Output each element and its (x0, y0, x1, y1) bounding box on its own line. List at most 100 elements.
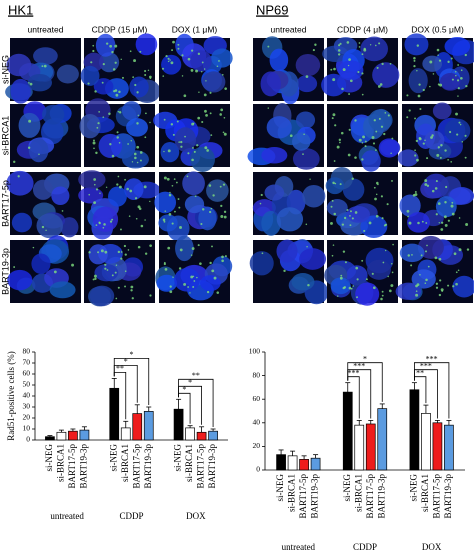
focus (167, 149, 171, 153)
focus (138, 207, 142, 211)
focus (94, 90, 97, 93)
bar (342, 391, 353, 471)
focus (415, 290, 418, 293)
focus (376, 66, 379, 69)
focus (92, 44, 95, 47)
focus (439, 279, 442, 282)
focus (104, 250, 108, 254)
focus (163, 176, 167, 180)
significance-label: * (130, 350, 134, 359)
nucleus (361, 150, 381, 172)
focus (93, 183, 96, 186)
nucleus (32, 179, 54, 200)
focus (144, 252, 148, 255)
focus (358, 138, 362, 142)
panel-title: HK1 (8, 2, 33, 17)
focus (332, 78, 336, 82)
focus (117, 175, 120, 178)
focus (430, 136, 433, 139)
focus (216, 291, 220, 294)
focus (131, 297, 134, 300)
focus (13, 160, 16, 164)
bar (185, 427, 195, 441)
focus (464, 53, 467, 57)
focus (460, 69, 463, 72)
nucleus (249, 251, 274, 276)
row-label: BART19-3p (0, 248, 10, 295)
focus (41, 65, 44, 68)
nucleus (89, 285, 115, 307)
focus (391, 179, 393, 182)
focus (381, 217, 384, 220)
focus (368, 221, 372, 225)
nucleus (174, 267, 200, 292)
focus (421, 220, 424, 223)
error-bar (423, 404, 429, 414)
focus (13, 266, 16, 269)
focus (219, 113, 222, 116)
micrograph (399, 172, 474, 235)
focus (392, 243, 394, 246)
focus (364, 145, 367, 148)
focus (149, 294, 152, 297)
focus (447, 60, 450, 63)
significance-label: *** (426, 355, 438, 364)
nucleus (98, 133, 123, 158)
micrograph (155, 235, 233, 303)
error-bar (278, 449, 284, 455)
focus (408, 221, 412, 225)
focus (210, 207, 213, 210)
focus (424, 282, 427, 284)
focus (197, 52, 201, 56)
focus (178, 141, 180, 143)
focus (115, 93, 119, 97)
focus (379, 83, 383, 86)
bar (444, 424, 454, 471)
focus (28, 119, 32, 123)
nucleus (269, 48, 289, 72)
focus (342, 250, 346, 253)
focus (190, 275, 194, 279)
focus (388, 289, 392, 293)
focus (139, 50, 142, 53)
focus (208, 210, 212, 214)
nucleus (452, 275, 474, 298)
bar (377, 408, 388, 471)
nucleus (126, 118, 148, 137)
nucleus (154, 191, 177, 214)
focus (306, 246, 308, 248)
focus (93, 274, 97, 278)
focus (130, 285, 134, 289)
focus (305, 223, 308, 226)
error-bar (379, 403, 385, 409)
bar (109, 387, 120, 441)
nucleus (51, 186, 70, 206)
focus (454, 70, 457, 73)
focus (108, 112, 111, 116)
focus (109, 143, 112, 146)
focus (174, 210, 176, 213)
focus (136, 91, 139, 94)
focus (144, 70, 147, 73)
focus (149, 75, 152, 79)
nucleus (261, 210, 281, 236)
focus (458, 248, 462, 252)
focus (102, 116, 105, 118)
focus (93, 147, 95, 150)
focus (173, 178, 176, 181)
focus (373, 186, 376, 189)
focus (120, 257, 123, 260)
focus (419, 273, 421, 276)
micrograph (249, 239, 329, 305)
bar (143, 411, 154, 441)
focus (32, 246, 35, 249)
column-label: CDDP (4 μM) (337, 24, 388, 34)
focus (209, 91, 212, 94)
focus (426, 244, 428, 247)
focus (444, 149, 447, 152)
focus (115, 297, 118, 300)
micrograph (5, 38, 81, 104)
micrograph (80, 33, 161, 104)
bar-label: BART17-5p (365, 474, 375, 519)
focus (112, 68, 116, 71)
